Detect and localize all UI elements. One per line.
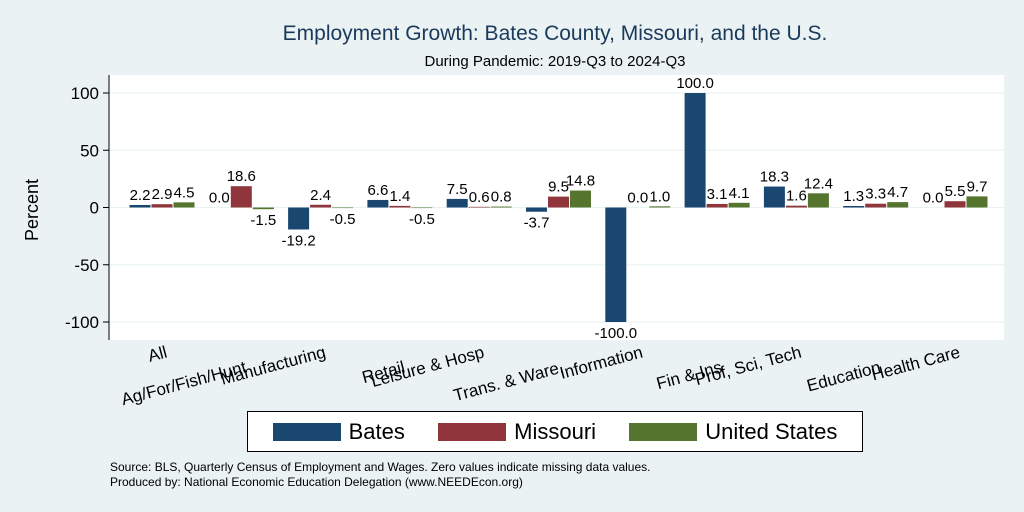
data-label: 0.0 [209, 190, 230, 207]
bar-united-states [173, 202, 195, 208]
bar-united-states [728, 202, 750, 208]
data-label: 1.6 [786, 188, 807, 205]
data-labels: 2.2 0.0 -19.2 6.6 7.5 -3.7 -100.0 100.0 18.3 1.3 0… [130, 75, 988, 342]
data-label: -100.0 [595, 325, 638, 342]
category-label: Education [805, 358, 883, 396]
data-label: 0.6 [469, 189, 490, 206]
data-label: 5.5 [945, 183, 966, 200]
data-label: 9.7 [967, 178, 988, 195]
bar-missouri [865, 203, 887, 208]
data-label: 2.2 [130, 187, 151, 204]
y-tick-label: 50 [80, 141, 99, 160]
legend-label-missouri: Missouri [514, 418, 597, 444]
data-label: 3.3 [865, 186, 886, 203]
y-tick-label: -100 [65, 313, 99, 332]
data-label: -1.5 [250, 212, 276, 229]
data-label: 100.0 [676, 75, 714, 92]
category-label: Manufacturing [219, 343, 328, 389]
data-label: 0.0 [923, 190, 944, 207]
data-label: 0.8 [491, 189, 512, 206]
data-label: 6.6 [367, 182, 388, 199]
category-label: All [146, 343, 169, 366]
bar-bates [129, 204, 151, 208]
category-label: Information [558, 343, 645, 383]
legend: Bates Missouri United States [247, 411, 863, 452]
data-label: -19.2 [281, 232, 315, 249]
data-label: -3.7 [524, 215, 550, 232]
source-note: Source: BLS, Quarterly Census of Employm… [110, 460, 651, 474]
y-tick-label: -50 [74, 256, 99, 275]
bar-bates [367, 199, 389, 208]
bar-missouri [230, 186, 252, 208]
legend-item-bates: Bates [272, 418, 405, 445]
data-label: 12.4 [804, 175, 833, 192]
bar-united-states [332, 207, 354, 209]
legend-item-united-states: United States [629, 419, 837, 445]
bar-bates [684, 93, 706, 208]
data-label: 18.6 [227, 168, 256, 185]
bar-missouri [944, 201, 966, 208]
data-label: -0.5 [409, 211, 435, 228]
bar-bates [605, 207, 627, 322]
bar-missouri [706, 203, 728, 208]
bar-united-states [966, 196, 988, 208]
bar-united-states [570, 190, 591, 208]
bar-missouri [468, 206, 490, 208]
data-label: 1.0 [649, 188, 670, 205]
category-label: Prof, Sci, Tech [693, 343, 803, 390]
data-label: 14.8 [566, 173, 595, 190]
produced-note: Produced by: National Economic Education… [110, 475, 523, 489]
data-label: 4.7 [887, 184, 908, 201]
y-ticks: 100 50 0 -50 -100 [65, 84, 109, 332]
legend-label-bates: Bates [348, 418, 405, 444]
data-label: 1.3 [843, 188, 864, 205]
source-notes: Source: BLS, Quarterly Census of Employm… [110, 460, 650, 490]
bar-united-states [887, 202, 909, 208]
chart-title: Employment Growth: Bates County, Missour… [283, 22, 828, 45]
y-tick-label: 100 [71, 84, 99, 103]
bars [129, 93, 988, 322]
bar-united-states [252, 207, 274, 210]
bar-missouri [548, 196, 569, 208]
bar-bates [446, 198, 468, 208]
legend-swatch-bates [272, 422, 341, 441]
legend-swatch-missouri [438, 422, 507, 441]
legend-item-missouri: Missouri [438, 419, 596, 445]
data-label: 4.5 [174, 184, 195, 201]
data-label: 2.4 [310, 187, 331, 204]
category-label: Health Care [869, 343, 962, 385]
legend-label-united-states: United States [705, 418, 838, 444]
chart-subtitle: During Pandemic: 2019-Q3 to 2024-Q3 [425, 53, 686, 70]
data-label: 1.4 [389, 188, 410, 205]
bar-bates [763, 186, 785, 208]
data-label: -0.5 [330, 211, 356, 228]
bar-united-states [490, 206, 512, 208]
bar-bates [843, 206, 865, 208]
legend-swatch-united-states [629, 422, 698, 441]
data-label: 2.9 [152, 186, 173, 203]
bar-missouri [310, 204, 332, 208]
bar-missouri [785, 205, 807, 208]
bar-united-states [411, 207, 433, 209]
data-label: 3.1 [707, 186, 728, 203]
data-label: 4.1 [729, 185, 750, 202]
bar-united-states [649, 206, 671, 208]
bar-united-states [807, 193, 829, 208]
y-tick-label: 0 [90, 199, 99, 218]
bar-missouri [151, 204, 173, 208]
data-label: 0.0 [627, 190, 648, 207]
data-label: 9.5 [548, 179, 569, 196]
data-label: 18.3 [760, 169, 789, 186]
bar-bates [526, 207, 547, 212]
y-axis-label: Percent [22, 179, 42, 241]
data-label: 7.5 [447, 181, 468, 198]
bar-missouri [389, 205, 411, 208]
bar-bates [288, 207, 310, 230]
